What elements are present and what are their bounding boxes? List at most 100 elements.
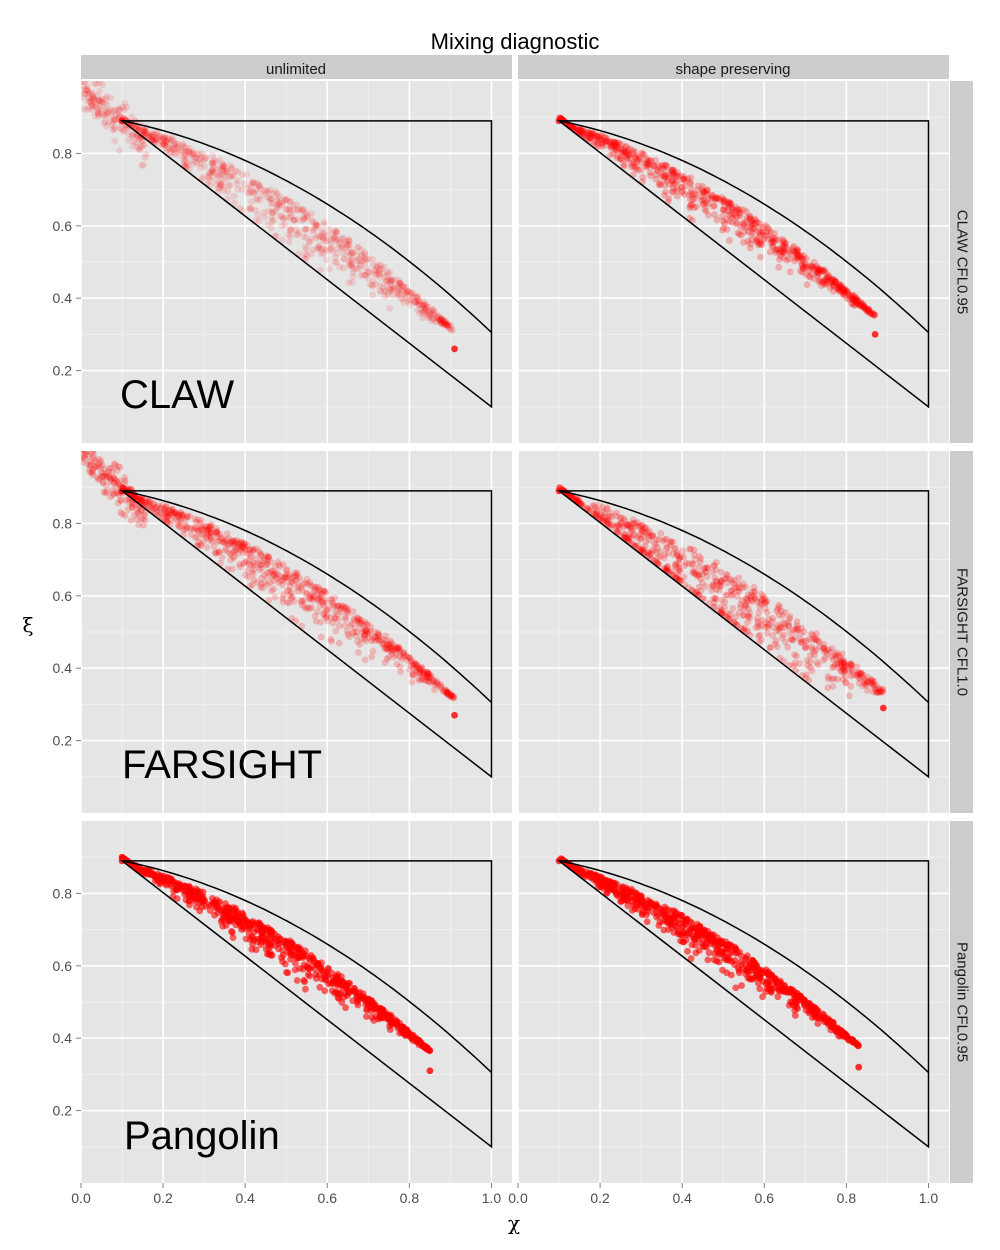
data-point	[820, 644, 828, 652]
data-point	[103, 107, 111, 115]
data-point	[271, 593, 279, 601]
data-point	[699, 188, 707, 196]
data-point	[179, 140, 187, 148]
data-point	[318, 227, 325, 235]
data-point	[875, 688, 883, 696]
data-point	[245, 556, 253, 564]
data-point	[148, 503, 156, 511]
data-point	[821, 266, 828, 274]
reference-curve	[558, 490, 930, 704]
data-point	[662, 535, 670, 543]
data-point	[279, 594, 287, 602]
data-point	[680, 175, 688, 183]
data-point	[421, 301, 429, 308]
data-point	[328, 244, 335, 252]
data-point	[352, 632, 360, 640]
data-point	[661, 551, 669, 559]
data-point	[634, 891, 641, 899]
data-point	[90, 81, 98, 87]
data-point	[228, 917, 236, 925]
data-point	[640, 532, 648, 540]
data-point	[578, 127, 586, 135]
data-point	[645, 158, 653, 166]
data-point	[335, 622, 343, 630]
data-point	[133, 505, 141, 513]
data-point	[424, 669, 432, 677]
scatter-points	[555, 855, 863, 1071]
data-point	[234, 177, 241, 184]
data-point	[624, 151, 632, 158]
data-point	[849, 295, 857, 303]
data-point	[750, 592, 758, 600]
data-point	[306, 956, 314, 964]
data-point	[171, 141, 178, 149]
data-point	[756, 240, 763, 247]
data-point	[138, 137, 146, 145]
data-point	[257, 185, 265, 193]
data-point	[85, 94, 93, 102]
data-point	[110, 490, 118, 497]
data-point	[424, 674, 432, 681]
data-point	[383, 640, 391, 648]
data-point	[429, 676, 437, 684]
data-point	[695, 947, 703, 954]
data-point	[653, 548, 661, 556]
data-point	[172, 508, 180, 516]
data-point	[248, 945, 256, 953]
data-point	[384, 645, 391, 653]
data-point	[135, 495, 142, 503]
data-point	[723, 226, 731, 233]
data-point	[657, 530, 665, 537]
data-point	[709, 582, 717, 590]
data-point	[142, 130, 150, 137]
data-point	[222, 907, 229, 915]
data-point	[698, 570, 706, 578]
data-point	[650, 162, 658, 169]
data-point	[97, 457, 105, 465]
data-point	[409, 671, 417, 679]
data-point	[805, 266, 813, 274]
data-point	[293, 207, 301, 215]
data-point	[669, 550, 677, 558]
data-point	[659, 164, 667, 172]
data-point	[182, 522, 190, 530]
data-point	[779, 242, 787, 250]
data-point	[268, 218, 276, 225]
data-point	[270, 571, 278, 579]
data-point	[195, 538, 203, 546]
data-point	[129, 130, 137, 138]
data-point	[642, 538, 650, 545]
data-point	[142, 150, 150, 158]
data-point	[203, 534, 211, 542]
data-point	[740, 220, 748, 227]
data-point	[703, 943, 710, 951]
data-point	[207, 529, 215, 537]
data-point	[756, 230, 764, 238]
data-point	[669, 168, 677, 176]
data-point	[752, 973, 760, 981]
data-point	[283, 599, 291, 606]
data-point	[860, 671, 867, 679]
data-point	[412, 661, 420, 669]
data-point	[230, 537, 238, 545]
data-point	[747, 588, 755, 596]
data-point	[256, 196, 264, 204]
data-point	[240, 560, 248, 568]
data-point	[687, 955, 695, 962]
data-point	[609, 885, 617, 892]
data-point	[677, 577, 685, 584]
data-point	[753, 614, 761, 622]
data-point	[156, 133, 164, 141]
data-point	[869, 309, 876, 317]
data-point	[728, 219, 736, 226]
data-point	[834, 285, 841, 293]
data-point	[653, 536, 661, 543]
data-point	[614, 522, 622, 529]
data-point	[612, 512, 620, 520]
data-point	[230, 539, 238, 546]
data-point	[704, 186, 712, 194]
data-point	[212, 550, 220, 557]
data-point	[807, 630, 815, 638]
data-point	[326, 265, 333, 273]
data-point	[408, 671, 416, 678]
